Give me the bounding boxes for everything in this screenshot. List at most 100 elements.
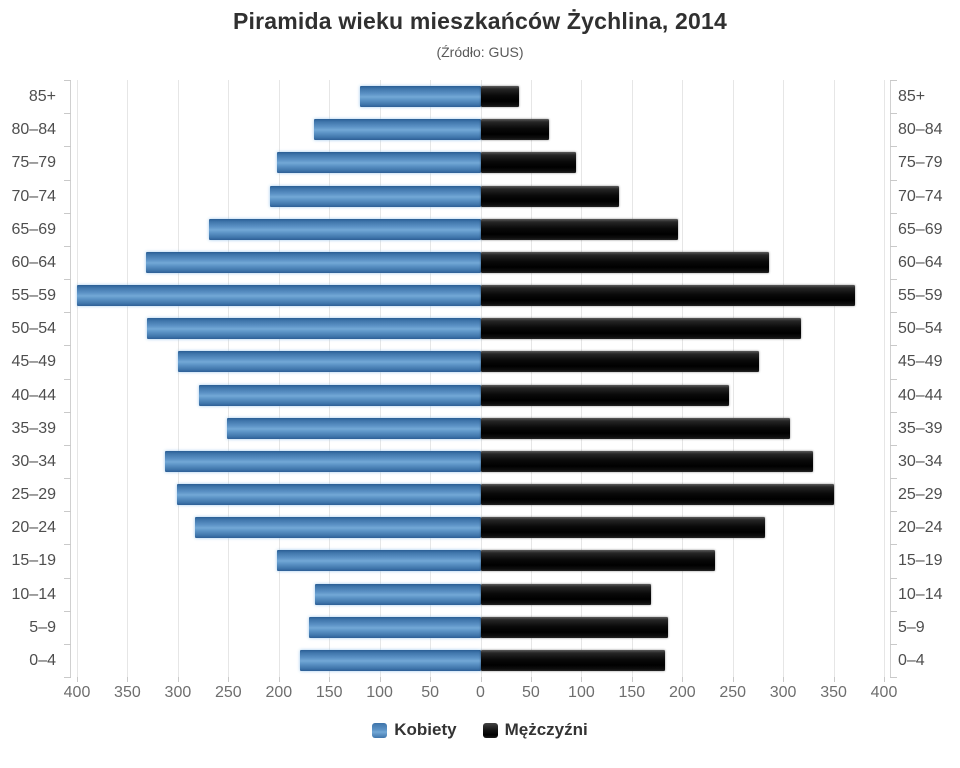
- y-axis-tick: [890, 610, 897, 612]
- bar-mezczyzni-25–29: [480, 484, 834, 506]
- category-label-left: 40–44: [11, 386, 57, 404]
- x-axis-tick-label: 400: [63, 684, 91, 701]
- x-axis-tick: [783, 677, 785, 682]
- x-axis-tick-label: 250: [214, 684, 242, 701]
- bar-kobiety-45–49: [177, 351, 481, 373]
- x-axis-tick-label: 350: [114, 684, 141, 701]
- x-axis-tick: [530, 677, 532, 682]
- x-axis-tick-label: 300: [164, 684, 192, 701]
- category-label-left: 10–14: [11, 585, 57, 603]
- y-axis-tick: [64, 511, 71, 513]
- bar-mezczyzni-75–79: [480, 152, 577, 174]
- grid-line: [833, 80, 835, 677]
- bar-kobiety-85+: [360, 86, 481, 108]
- x-axis-tick-label: 200: [265, 684, 293, 701]
- y-axis-tick: [890, 378, 897, 380]
- y-axis-tick: [64, 80, 71, 81]
- x-axis-tick: [480, 677, 482, 682]
- bar-mezczyzni-40–44: [480, 384, 729, 406]
- x-axis-tick: [430, 677, 432, 682]
- x-axis-tick: [732, 677, 734, 682]
- chart-title: Piramida wieku mieszkańców Żychlina, 201…: [233, 8, 727, 34]
- category-label-left: 0–4: [29, 651, 56, 669]
- legend-item-mezczyzni[interactable]: Mężczyźni: [482, 720, 588, 740]
- y-axis-tick: [890, 113, 897, 115]
- y-axis-tick: [64, 411, 71, 413]
- bar-mezczyzni-15–19: [480, 550, 715, 572]
- y-axis-tick: [890, 245, 897, 247]
- legend-item-kobiety[interactable]: Kobiety: [372, 720, 457, 740]
- chart-subtitle: (Źródło: GUS): [436, 44, 524, 60]
- bar-mezczyzni-0–4: [480, 649, 666, 671]
- bar-mezczyzni-65–69: [480, 218, 679, 240]
- category-label-left: 5–9: [29, 618, 56, 636]
- bar-kobiety-60–64: [145, 251, 481, 273]
- x-axis-tick-label: 100: [568, 684, 595, 701]
- y-axis-tick: [890, 444, 897, 446]
- grid-line: [631, 80, 633, 677]
- x-axis-tick: [833, 677, 835, 682]
- category-label-left: 25–29: [11, 486, 57, 504]
- y-axis-tick: [890, 577, 897, 579]
- grid-line: [77, 80, 78, 677]
- category-label-left: 75–79: [11, 154, 57, 172]
- category-label-left: 30–34: [11, 452, 57, 470]
- bar-mezczyzni-5–9: [480, 616, 669, 638]
- x-axis-tick-label: 300: [769, 684, 797, 701]
- bar-kobiety-80–84: [314, 119, 481, 141]
- y-axis-tick: [64, 577, 71, 579]
- x-axis-tick: [278, 677, 280, 682]
- category-label-right: 45–49: [898, 353, 943, 371]
- y-axis-tick: [64, 212, 71, 214]
- category-label-left: 65–69: [11, 220, 57, 238]
- y-axis-tick: [64, 113, 71, 115]
- y-axis-tick: [64, 444, 71, 446]
- bar-kobiety-55–59: [77, 285, 481, 307]
- y-axis-tick: [64, 279, 71, 280]
- plot-area: [77, 80, 885, 677]
- bar-kobiety-30–34: [164, 450, 481, 472]
- category-label-left: 60–64: [11, 253, 57, 271]
- bar-kobiety-25–29: [176, 484, 481, 506]
- x-axis-tick-label: 150: [618, 684, 646, 701]
- category-label-left: 20–24: [11, 519, 57, 537]
- category-label-right: 50–54: [898, 320, 943, 338]
- category-label-right: 35–39: [898, 419, 943, 437]
- y-axis-tick: [890, 544, 897, 546]
- y-axis-tick: [64, 146, 71, 148]
- y-axis-tick: [890, 212, 897, 214]
- y-axis-tick: [890, 80, 897, 81]
- bar-kobiety-0–4: [299, 649, 481, 671]
- bar-kobiety-15–19: [276, 550, 481, 572]
- category-label-left: 50–54: [11, 320, 57, 338]
- y-axis-tick: [64, 677, 71, 678]
- grid-line: [732, 80, 734, 677]
- bar-kobiety-20–24: [194, 517, 481, 539]
- bar-kobiety-75–79: [276, 152, 481, 174]
- y-axis-tick: [890, 511, 897, 513]
- x-axis-tick: [228, 677, 230, 682]
- category-label-left: 45–49: [11, 353, 57, 371]
- category-label-right: 30–34: [898, 452, 943, 470]
- category-label-right: 75–79: [898, 154, 943, 172]
- grid-line: [228, 80, 230, 677]
- x-axis-tick-label: 400: [870, 684, 898, 701]
- bar-mezczyzni-45–49: [480, 351, 759, 373]
- category-label-right: 5–9: [898, 618, 925, 636]
- y-axis-tick: [64, 179, 71, 181]
- x-axis-tick-label: 150: [315, 684, 343, 701]
- y-axis-tick: [890, 677, 897, 678]
- grid-line: [430, 80, 432, 677]
- mezczyzni-swatch-icon: [482, 722, 498, 738]
- y-axis-tick: [890, 478, 897, 479]
- bar-kobiety-65–69: [209, 218, 481, 240]
- y-axis-tick: [890, 179, 897, 181]
- y-axis-tick: [890, 146, 897, 148]
- bar-kobiety-10–14: [315, 583, 481, 605]
- category-label-left: 35–39: [11, 419, 57, 437]
- bar-kobiety-5–9: [309, 616, 481, 638]
- category-label-right: 20–24: [898, 519, 943, 537]
- category-label-left: 15–19: [11, 552, 57, 570]
- category-label-right: 15–19: [898, 552, 943, 570]
